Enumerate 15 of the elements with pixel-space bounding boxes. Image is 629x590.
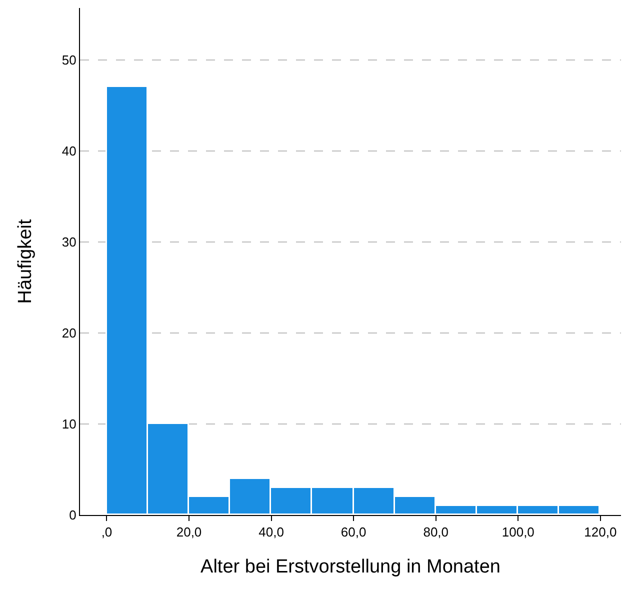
x-tick-label: 120,0 [584, 524, 617, 540]
x-tick-label: 40,0 [258, 524, 284, 540]
y-tick-label: 50 [62, 52, 76, 68]
x-tick-label: 60,0 [340, 524, 366, 540]
y-axis-title: Häufigkeit [14, 218, 36, 304]
y-tick-label: 10 [62, 416, 76, 432]
x-tick-label: ,0 [101, 524, 112, 540]
y-tick-label: 0 [69, 508, 76, 523]
x-tick-label: 20,0 [176, 524, 202, 540]
y-tick-label: 40 [62, 143, 76, 158]
x-tick-label: 80,0 [423, 524, 449, 540]
x-tick-label: 100,0 [502, 524, 534, 540]
y-tick-label: 20 [62, 326, 76, 340]
y-tick-label: 30 [62, 234, 76, 250]
x-axis-title: Alter bei Erstvorstellung in Monaten [200, 556, 500, 578]
